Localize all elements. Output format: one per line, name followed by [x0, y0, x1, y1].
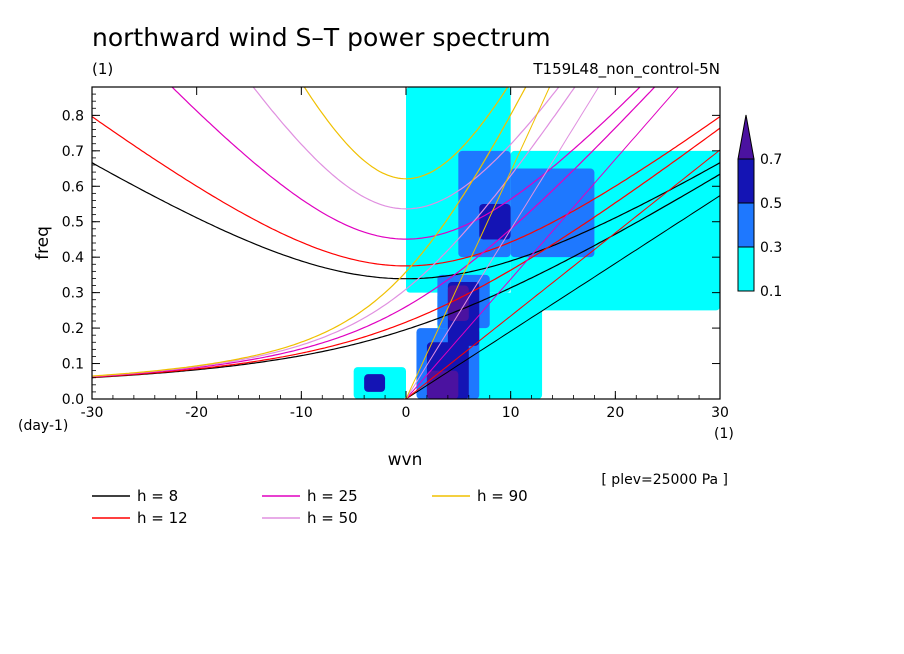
y-tick-label: 0.2	[62, 321, 84, 337]
contour-region	[510, 168, 595, 258]
legend-label: h = 25	[307, 487, 358, 505]
y-tick-label: 0.0	[62, 392, 84, 408]
x-tick-label: -30	[81, 405, 104, 421]
contour-region	[364, 374, 386, 392]
contour-region	[426, 370, 459, 399]
curve-gravity-90	[303, 87, 509, 180]
pressure-note: [ plev=25000 Pa ]	[601, 472, 728, 488]
curve-kelvin-12	[405, 149, 720, 399]
y-tick-label: 0.3	[62, 286, 84, 302]
y-tick-label: 0.4	[62, 250, 84, 266]
x-tick-label: -10	[290, 405, 313, 421]
x-tick-label: 30	[711, 405, 729, 421]
colorbar-segment	[737, 158, 755, 204]
y-tick-label: 0.5	[62, 215, 84, 231]
y-tick-label: 0.1	[62, 357, 84, 373]
curve-kelvin-25	[405, 87, 680, 399]
curve-gravity-50	[252, 87, 560, 210]
x-tick-label: 0	[402, 405, 411, 421]
colorbar-label: 0.5	[760, 196, 782, 212]
curve-mrg-8	[92, 173, 720, 379]
y-units-label: (day-1)	[18, 418, 68, 434]
legend-label: h = 8	[137, 487, 178, 505]
chart-units: (1)	[92, 60, 113, 78]
x-units-label: (1)	[714, 426, 734, 442]
legend-label: h = 50	[307, 509, 358, 527]
contour-region	[479, 204, 511, 240]
y-tick-label: 0.8	[62, 108, 84, 124]
curve-kelvin-8	[405, 195, 720, 399]
legend-label: h = 90	[477, 487, 528, 505]
curve-mrg-25	[92, 87, 656, 378]
curve-kelvin-90	[405, 87, 551, 399]
x-tick-label: 20	[606, 405, 624, 421]
dispersion-curves	[92, 87, 720, 399]
colorbar-label: 0.1	[760, 284, 782, 300]
x-tick-label: 10	[502, 405, 520, 421]
colorbar-label: 0.7	[760, 152, 782, 168]
curve-gravity-25	[171, 87, 641, 240]
curve-gravity-8	[92, 162, 720, 280]
x-axis-label: wvn	[388, 450, 423, 470]
x-tick-label: -20	[185, 405, 208, 421]
curve-mrg-50	[92, 87, 576, 377]
curve-mrg-90	[92, 87, 527, 377]
chart-title: northward wind S–T power spectrum	[92, 23, 551, 52]
plot-area	[353, 87, 720, 399]
colorbar-label: 0.3	[760, 240, 782, 256]
axes: -30 -20 -10 0 10 20 30 0.0 0.1 0.2 0.3 0.4 0.5 0.6 0.7…	[62, 87, 729, 421]
legend: h = 8 h = 12 h = 25 h = 50 h = 90	[92, 487, 528, 527]
colorbar-arrow	[737, 114, 755, 160]
curve-kelvin-50	[405, 87, 600, 399]
y-axis-label: freq	[33, 226, 53, 260]
legend-label: h = 12	[137, 509, 188, 527]
curve-gravity-12	[92, 116, 720, 267]
colorbar-segment	[737, 202, 755, 248]
curve-mrg-12	[92, 127, 720, 378]
experiment-label: T159L48_non_control-5N	[532, 60, 720, 79]
colorbar-segment	[737, 246, 755, 292]
colorbar: 0.1 0.3 0.5 0.7	[737, 114, 782, 300]
y-tick-label: 0.7	[62, 144, 84, 160]
y-tick-label: 0.6	[62, 179, 84, 195]
